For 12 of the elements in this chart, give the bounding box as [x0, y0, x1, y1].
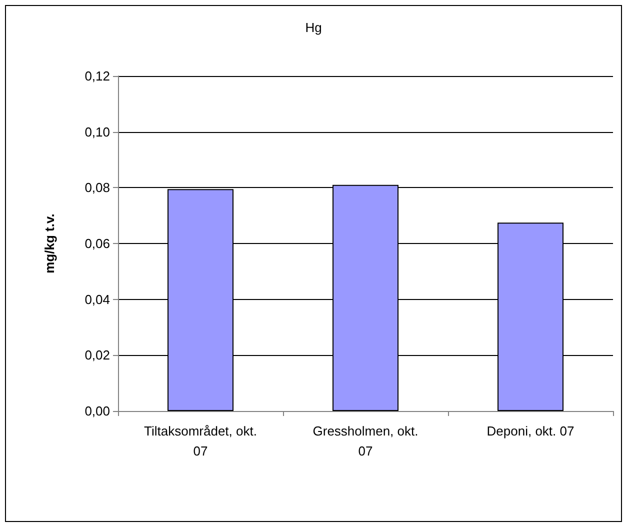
x-tick-label: Tiltaksområdet, okt. 07: [144, 424, 257, 458]
y-axis-title: mg/kg t.v.: [42, 214, 57, 274]
y-tick-label: 0,06: [84, 236, 110, 251]
y-tick-label: 0,04: [84, 292, 110, 307]
y-tick-label: 0,08: [84, 180, 110, 196]
y-tick-label: 0,12: [84, 68, 110, 84]
x-tick-label: Deponi, okt. 07: [486, 424, 574, 438]
x-tick-label: Gressholmen, okt. 07: [312, 424, 418, 458]
chart-title: Hg: [305, 20, 322, 35]
y-tick-label: 0,02: [84, 348, 110, 363]
y-tick-label: 0,10: [84, 124, 110, 140]
y-tick-label: 0,00: [84, 404, 110, 418]
